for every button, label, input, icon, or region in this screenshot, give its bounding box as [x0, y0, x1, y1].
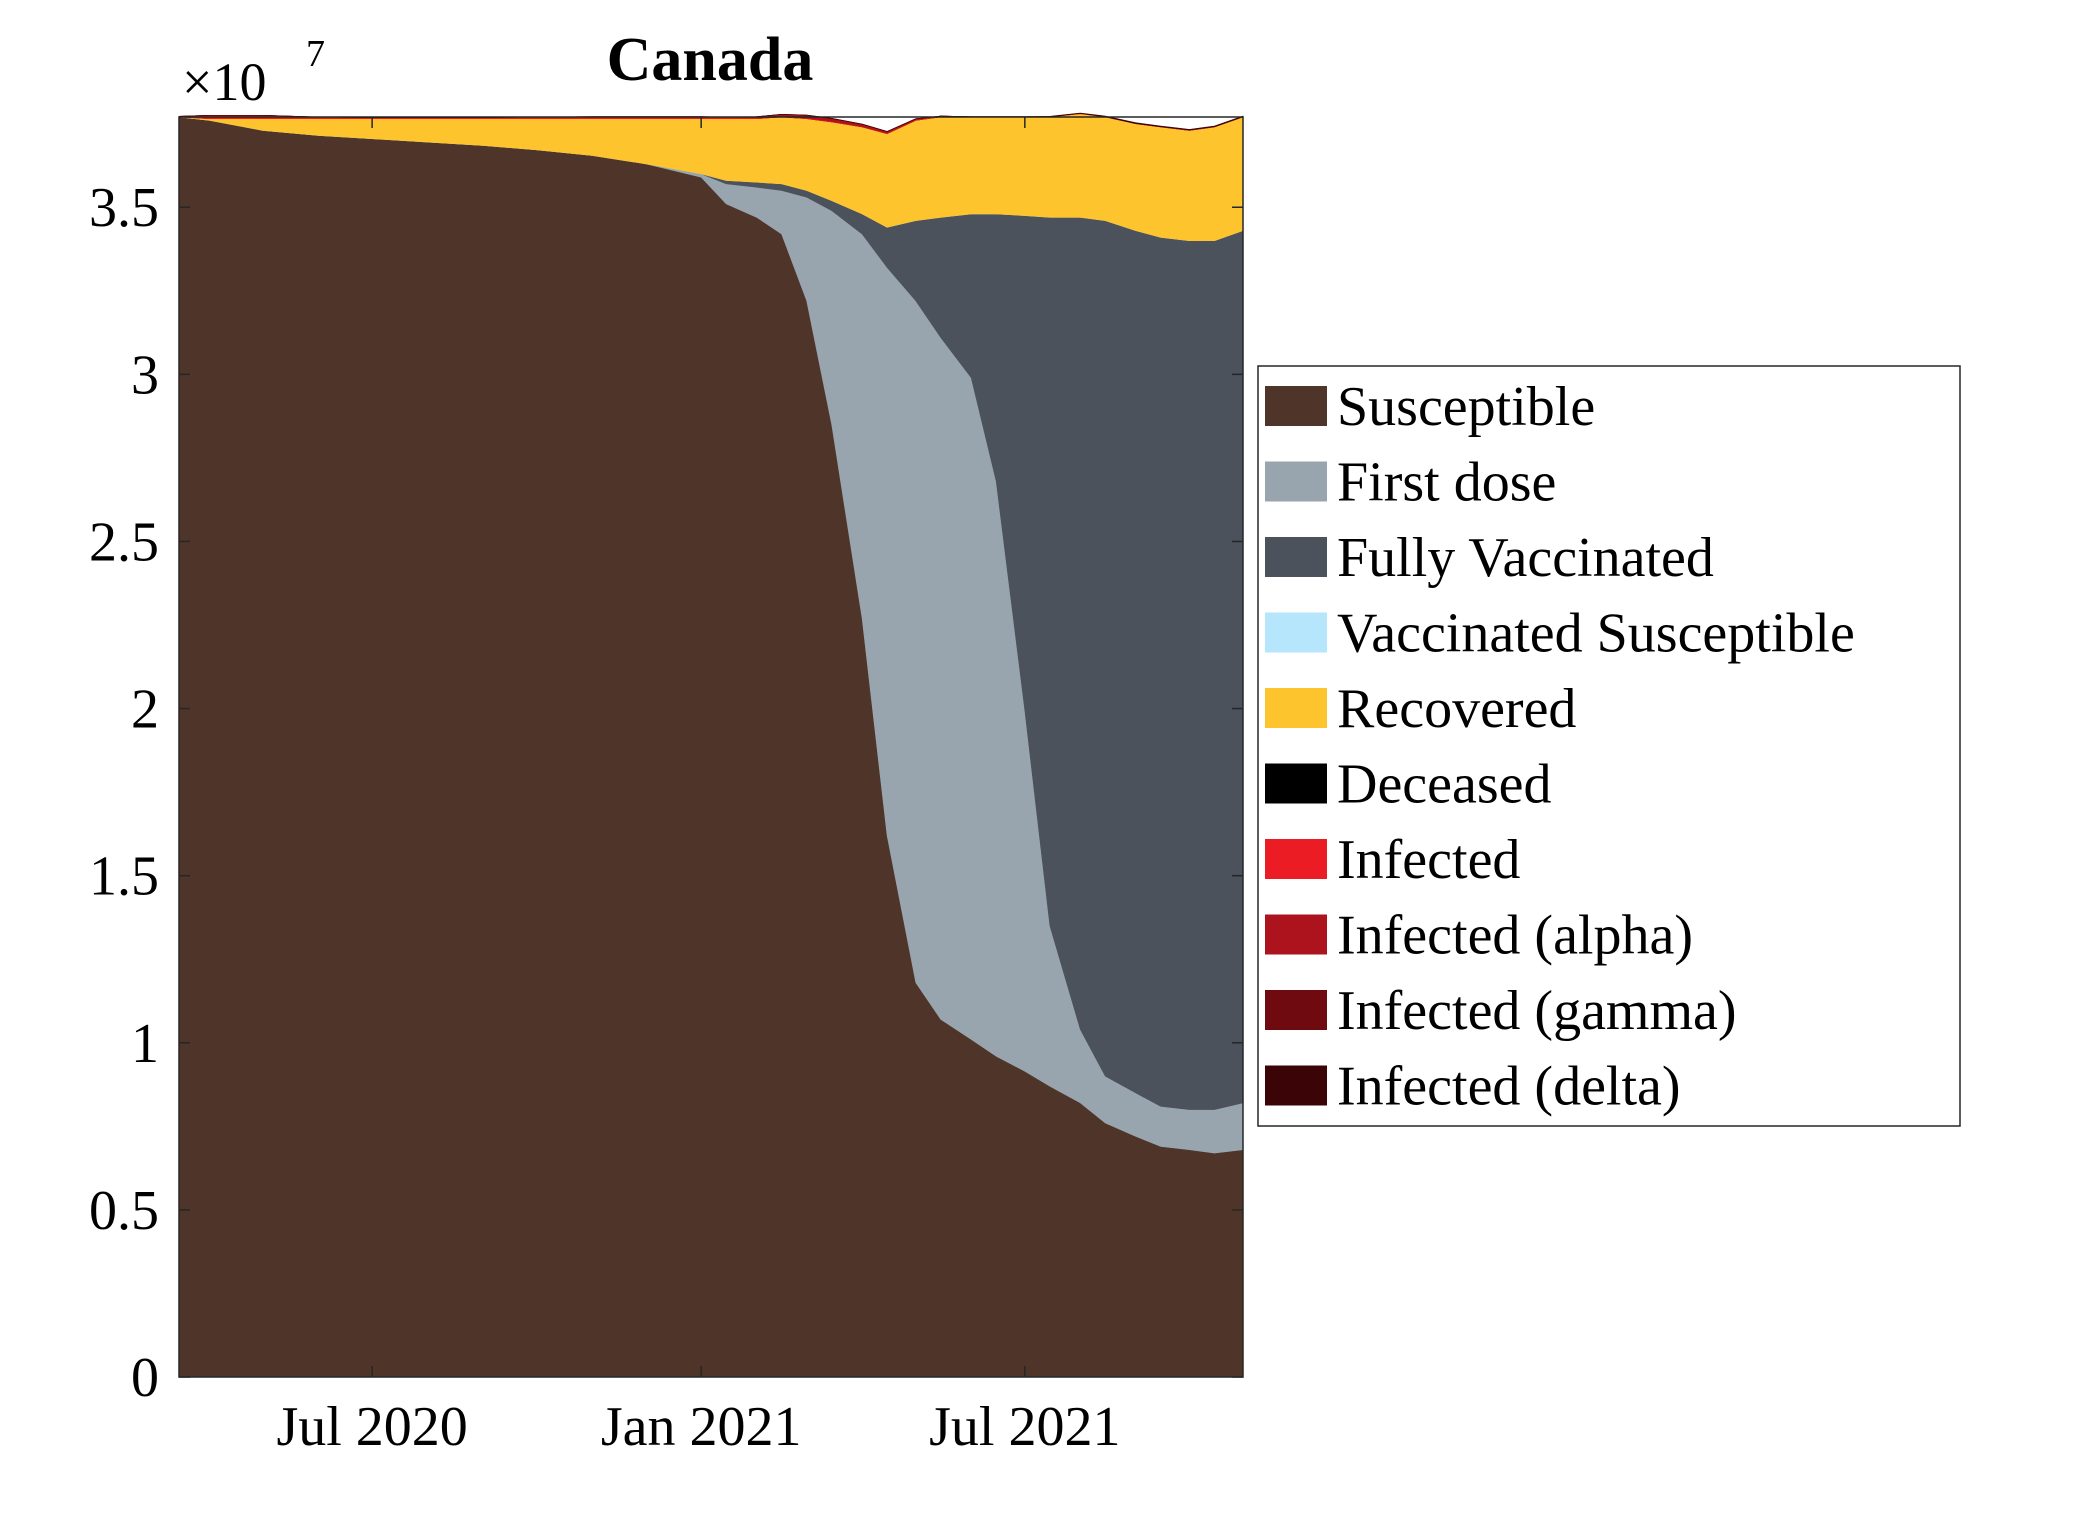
legend-label: Susceptible [1337, 376, 1595, 438]
legend-swatch [1265, 386, 1327, 426]
legend: Susceptible First dose Fully Vaccinated Vac… [1257, 365, 1961, 1127]
y-tick-label: 3.5 [89, 177, 159, 239]
chart-title: Canada [607, 26, 814, 94]
legend-item-recovered: Recovered [1265, 678, 1576, 740]
legend-label: Recovered [1337, 678, 1576, 740]
legend-swatch [1265, 537, 1327, 577]
legend-item-infected-gamma: Infected (gamma) [1265, 980, 1737, 1042]
legend-label: Fully Vaccinated [1337, 527, 1714, 589]
y-multiplier-base: ×10 [182, 52, 266, 112]
legend-label: Infected (delta) [1337, 1056, 1681, 1118]
legend-swatch [1265, 688, 1327, 728]
legend-item-fully-vaccinated: Fully Vaccinated [1265, 527, 1714, 589]
legend-swatch [1265, 839, 1327, 879]
y-tick-label: 0 [131, 1347, 159, 1409]
x-axis: Jul 2020 Jan 2021 Jul 2021 [276, 117, 1121, 1458]
y-tick-label: 2.5 [89, 511, 159, 573]
legend-swatch [1265, 990, 1327, 1030]
legend-item-infected-alpha: Infected (alpha) [1265, 905, 1693, 967]
y-tick-label: 2 [131, 679, 159, 741]
legend-box [1257, 365, 1961, 1127]
y-tick-label: 3 [131, 344, 159, 406]
legend-swatch [1265, 914, 1327, 955]
legend-label: Vaccinated Susceptible [1337, 603, 1855, 665]
legend-item-susceptible: Susceptible [1265, 376, 1595, 438]
legend-label: Infected (alpha) [1337, 905, 1693, 967]
legend-swatch [1265, 763, 1327, 804]
legend-swatch [1265, 612, 1327, 653]
svg-text:×10: ×10 [182, 52, 266, 112]
y-tick-label: 1.5 [89, 846, 159, 908]
legend-label: First dose [1337, 452, 1556, 514]
y-tick-label: 0.5 [89, 1180, 159, 1242]
legend-label: Infected (gamma) [1337, 980, 1737, 1042]
legend-item-infected-delta: Infected (delta) [1265, 1056, 1681, 1118]
y-multiplier-label: ×10 7 [182, 33, 325, 112]
legend-label: Deceased [1337, 754, 1552, 816]
x-tick-label: Jul 2020 [276, 1396, 467, 1458]
legend-item-first-dose: First dose [1265, 452, 1556, 514]
y-tick-label: 1 [131, 1013, 159, 1075]
legend-item-infected: Infected [1265, 829, 1520, 891]
y-axis: 0 0.5 1 1.5 2 2.5 3 3.5 [89, 177, 1243, 1409]
x-tick-label: Jul 2021 [929, 1396, 1120, 1458]
plot-frame [178, 116, 1244, 1378]
legend-item-deceased: Deceased [1265, 754, 1552, 816]
x-tick-label: Jan 2021 [601, 1396, 802, 1458]
y-multiplier-exponent: 7 [306, 33, 325, 75]
plot-areas [178, 112, 1244, 1378]
legend-label: Infected [1337, 829, 1520, 891]
legend-swatch [1265, 461, 1327, 502]
legend-swatch [1265, 1065, 1327, 1106]
legend-item-vaccinated-susceptible: Vaccinated Susceptible [1265, 603, 1855, 665]
